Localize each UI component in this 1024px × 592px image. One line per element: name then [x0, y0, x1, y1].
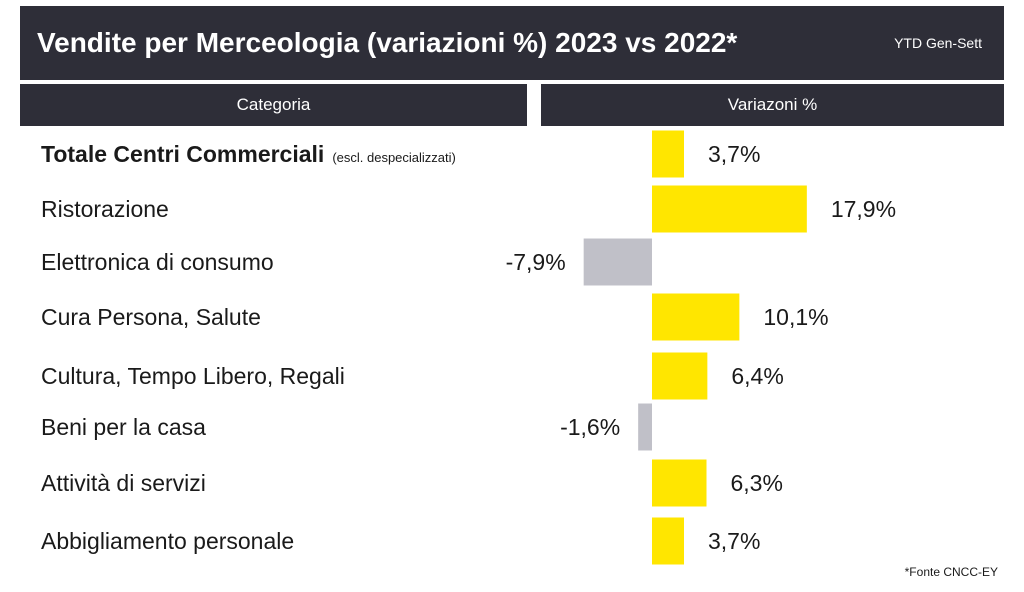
category-label: Beni per la casa	[41, 414, 206, 440]
value-label: 6,4%	[731, 363, 783, 389]
column-header-variation: Variazoni %	[541, 84, 1004, 126]
source-note: *Fonte CNCC-EY	[904, 565, 998, 579]
value-label: 3,7%	[708, 528, 760, 554]
value-label: -1,6%	[560, 414, 620, 440]
chart-title-banner: Vendite per Merceologia (variazioni %) 2…	[20, 6, 1004, 80]
bar	[583, 238, 652, 286]
bar	[652, 517, 685, 565]
bar	[652, 459, 707, 507]
value-label: -7,9%	[506, 249, 566, 275]
category-label: Cultura, Tempo Libero, Regali	[41, 363, 345, 389]
chart-title: Vendite per Merceologia (variazioni %) 2…	[37, 27, 738, 58]
bar	[652, 352, 708, 400]
column-header-category: Categoria	[20, 84, 527, 126]
category-label: Totale Centri Commerciali (escl. despecia…	[41, 141, 456, 167]
value-label: 3,7%	[708, 141, 760, 167]
category-label: Elettronica di consumo	[41, 249, 274, 275]
bar	[652, 185, 807, 233]
period-label: YTD Gen-Sett	[894, 35, 982, 51]
bar	[638, 403, 652, 451]
value-label: 17,9%	[831, 196, 896, 222]
bar	[652, 293, 740, 341]
bar	[652, 130, 685, 178]
value-label: 10,1%	[763, 304, 828, 330]
category-label: Abbigliamento personale	[41, 528, 294, 554]
category-label: Cura Persona, Salute	[41, 304, 261, 330]
category-label: Ristorazione	[41, 196, 169, 222]
category-label: Attività di servizi	[41, 470, 206, 496]
value-label: 6,3%	[730, 470, 782, 496]
